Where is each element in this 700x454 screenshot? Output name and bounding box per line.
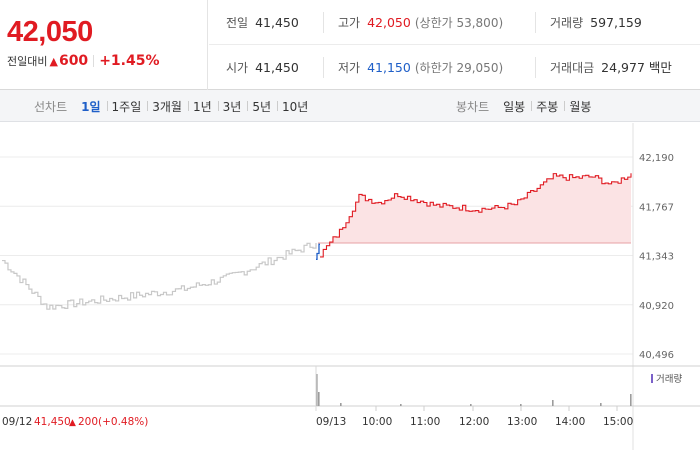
volume-bar xyxy=(318,392,320,406)
stat-high: 고가 42,050 (상한가 53,800) xyxy=(338,0,503,45)
volume-legend: 거래량 xyxy=(656,373,682,385)
x-axis-ticks: 09/13 10:00 11:00 12:00 13:00 14:00 15:00 xyxy=(315,366,633,428)
line-chart-label: 선차트 xyxy=(34,99,68,114)
prev-day-change: 200 xyxy=(78,416,98,428)
change-amount: 600 xyxy=(58,53,89,69)
stat-label: 거래대금 xyxy=(550,61,595,75)
price-box: 42,050 전일대비 ▲ 600 +1.45% xyxy=(0,0,208,90)
volume-bar xyxy=(470,404,472,406)
volume-bar xyxy=(630,394,632,406)
x-tick-label: 09/13 xyxy=(316,416,346,428)
up-arrow-icon: ▲ xyxy=(69,418,76,428)
stat-label: 저가 xyxy=(338,61,361,75)
up-arrow-icon: ▲ xyxy=(49,54,58,68)
change-percent: +1.45% xyxy=(99,53,160,69)
stat-value: 41,150 xyxy=(367,60,411,75)
stock-summary-header: 42,050 전일대비 ▲ 600 +1.45% 전일 41,450 고가 42,0… xyxy=(0,0,700,90)
period-1y[interactable]: 1년 xyxy=(187,98,216,115)
volume-bar xyxy=(400,404,402,406)
divider xyxy=(535,57,536,78)
volume-bar xyxy=(520,404,522,406)
price-chart-svg: 42,190 41,767 41,343 40,920 40,496 거래량 09/13… xyxy=(0,123,700,450)
prev-day-percent: (+0.48%) xyxy=(98,416,148,428)
current-price: 42,050 xyxy=(7,16,93,48)
candle-daily[interactable]: 일봉 xyxy=(503,99,526,114)
stat-trade-value: 거래대금 24,977 백만 xyxy=(550,45,672,90)
candle-chart-periods: 봉차트 일봉 주봉 월봉 xyxy=(456,90,598,122)
divider xyxy=(93,55,95,67)
period-1w[interactable]: 1주일 xyxy=(106,98,146,115)
volume-bar xyxy=(600,403,602,406)
stats-row-2: 시가 41,450 저가 41,150 (하한가 29,050) 거래대금 24,977… xyxy=(209,45,700,90)
y-tick-label: 41,767 xyxy=(639,202,674,213)
x-tick-label: 13:00 xyxy=(507,416,537,428)
volume-legend-marker xyxy=(651,374,653,383)
y-tick-label: 41,343 xyxy=(639,252,674,263)
period-5y[interactable]: 5년 xyxy=(247,98,275,115)
x-tick-label: 15:00 xyxy=(603,416,633,428)
x-tick-label: 14:00 xyxy=(555,416,585,428)
y-tick-label: 40,920 xyxy=(639,301,674,312)
stat-value: 597,159 xyxy=(590,15,642,30)
volume-bars xyxy=(316,374,632,406)
volume-bar xyxy=(340,403,342,406)
upper-limit: (상한가 53,800) xyxy=(414,16,504,30)
change-label: 전일대비 xyxy=(7,55,48,68)
candle-monthly[interactable]: 월봉 xyxy=(564,98,595,115)
stat-open: 시가 41,450 xyxy=(226,45,299,90)
prev-day-line xyxy=(2,242,317,310)
divider xyxy=(535,12,536,33)
stats-row-1: 전일 41,450 고가 42,050 (상한가 53,800) 거래량 597,159 xyxy=(209,0,700,45)
x-tick-label: 12:00 xyxy=(459,416,489,428)
candle-weekly[interactable]: 주봉 xyxy=(531,98,562,115)
stat-label: 전일 xyxy=(226,16,249,30)
divider xyxy=(323,57,324,78)
x-tick-label: 10:00 xyxy=(362,416,392,428)
prev-day-tick: 09/12 xyxy=(2,416,32,428)
stat-value: 41,450 xyxy=(255,60,299,75)
chart-toolbar: 선차트 1일 1주일 3개월 1년 3년 5년 10년 봉차트 일봉 주봉 월봉 xyxy=(0,90,700,122)
today-price-line xyxy=(320,173,632,258)
prev-day-price: 41,450 xyxy=(34,416,71,428)
stat-label: 거래량 xyxy=(550,16,584,30)
period-3m[interactable]: 3개월 xyxy=(147,98,186,115)
candle-chart-label: 봉차트 xyxy=(456,99,490,114)
stat-prev-close: 전일 41,450 xyxy=(226,0,299,45)
x-tick-label: 11:00 xyxy=(410,416,440,428)
price-chart[interactable]: 42,190 41,767 41,343 40,920 40,496 거래량 09/13… xyxy=(0,123,700,450)
price-change: 전일대비 ▲ 600 +1.45% xyxy=(7,53,160,69)
y-axis-ticks: 42,190 41,767 41,343 40,920 40,496 xyxy=(639,153,674,361)
today-open-dip-line xyxy=(316,243,320,260)
stat-volume: 거래량 597,159 xyxy=(550,0,642,45)
stat-value: 41,450 xyxy=(255,15,299,30)
stat-value: 24,977 xyxy=(601,60,645,75)
volume-bar xyxy=(316,374,318,406)
lower-limit: (하한가 29,050) xyxy=(414,61,504,75)
stat-unit: 백만 xyxy=(648,60,672,75)
period-10y[interactable]: 10년 xyxy=(277,98,312,115)
volume-bar xyxy=(552,400,554,406)
period-3y[interactable]: 3년 xyxy=(217,98,246,115)
divider xyxy=(323,12,324,33)
stat-label: 시가 xyxy=(226,61,249,75)
stat-label: 고가 xyxy=(338,16,361,30)
stat-value: 42,050 xyxy=(367,15,411,30)
y-tick-label: 42,190 xyxy=(639,153,674,164)
period-1d[interactable]: 1일 xyxy=(81,99,101,114)
line-chart-periods: 선차트 1일 1주일 3개월 1년 3년 5년 10년 xyxy=(34,90,315,122)
up-area-fill xyxy=(320,173,631,244)
stat-low: 저가 41,150 (하한가 29,050) xyxy=(338,45,503,90)
stats-table: 전일 41,450 고가 42,050 (상한가 53,800) 거래량 597,159… xyxy=(209,0,700,90)
y-tick-label: 40,496 xyxy=(639,350,674,361)
